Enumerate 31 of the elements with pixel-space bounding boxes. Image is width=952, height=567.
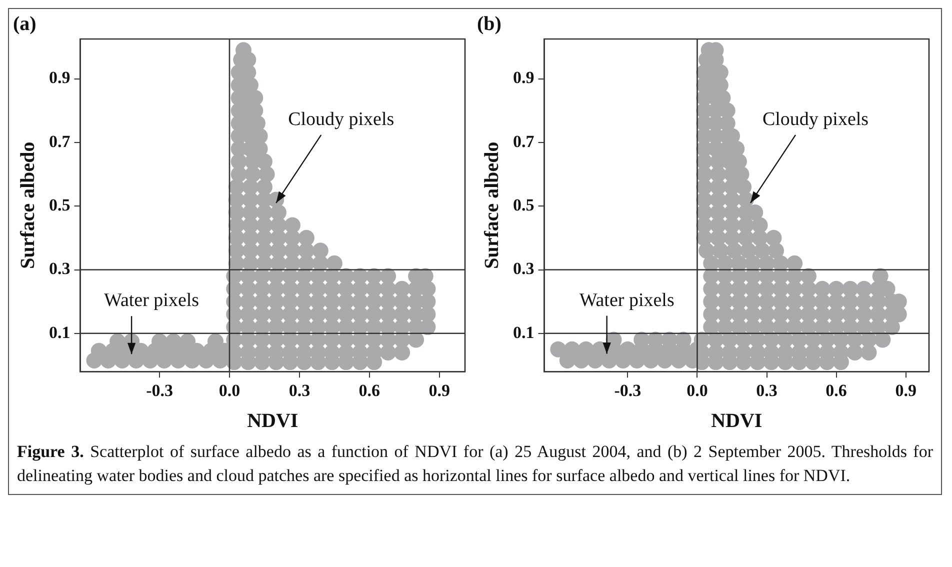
y-tick-label: 0.5: [49, 195, 70, 214]
annotation: Cloudy pixels: [762, 108, 869, 130]
x-tick-label: 0.0: [686, 381, 708, 400]
y-tick-label: 0.5: [513, 195, 534, 214]
x-tick-label: -0.3: [146, 381, 173, 400]
x-tick-label: 0.3: [288, 381, 310, 400]
x-tick-label: 0.6: [358, 381, 380, 400]
annotation: Cloudy pixels: [288, 108, 394, 130]
y-axis-title: Surface albedo: [17, 142, 40, 269]
x-tick-label: 0.0: [218, 381, 240, 400]
y-tick-label: 0.1: [513, 322, 534, 342]
annotation: Water pixels: [579, 290, 674, 311]
y-tick-label: 0.7: [513, 132, 535, 151]
y-tick-label: 0.9: [49, 68, 70, 88]
chart-title: (b): [477, 13, 502, 36]
y-axis-title: Surface albedo: [481, 142, 504, 269]
x-tick-label: 0.9: [895, 381, 916, 400]
y-tick-label: 0.3: [49, 259, 70, 278]
y-tick-label: 0.9: [513, 68, 534, 88]
x-tick-label: 0.3: [756, 381, 778, 400]
x-axis-title: NDVI: [247, 410, 298, 432]
chart-title: (a): [13, 13, 36, 36]
x-tick-label: -0.3: [614, 381, 642, 400]
annotation: Water pixels: [104, 290, 200, 312]
x-tick-label: 0.6: [826, 381, 847, 400]
y-tick-label: 0.3: [513, 259, 534, 278]
x-axis-title: NDVI: [711, 410, 762, 432]
y-tick-label: 0.1: [49, 322, 70, 342]
x-tick-label: 0.9: [428, 381, 450, 400]
caption: Figure 3. Scatterplot of surface albedo as a function of NDVI for (a) 25 August 2004, and (b) 2 September 2005. Thresholds for delineating water bodies and cloud patches are specified as horizontal lines for surface albedo and vertical lines for NDVI.: [17, 442, 933, 485]
y-tick-label: 0.7: [49, 132, 71, 151]
